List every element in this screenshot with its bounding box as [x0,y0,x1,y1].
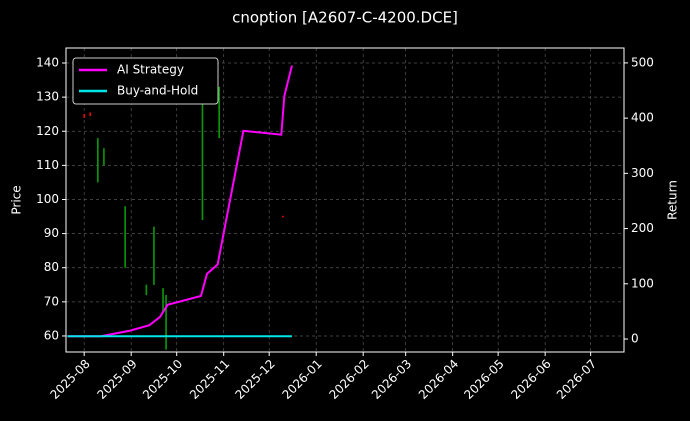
candle-body [282,215,284,218]
y-tick-label: 60 [44,328,59,342]
y2-tick-label: 300 [631,166,654,180]
candle-body [201,66,204,220]
candle-body [162,288,164,313]
candle-body [103,148,105,166]
y-tick-label: 140 [36,56,59,70]
plot-frame [65,47,625,353]
candle-body [153,226,155,285]
y-tick-label: 90 [44,226,59,240]
candle-body [218,86,220,139]
y2-axis-label: Return [666,180,680,220]
y2-tick-label: 400 [631,111,654,125]
y-tick-label: 80 [44,260,59,274]
y-axis-label: Price [10,185,24,214]
candle-body [97,138,99,183]
y-tick-label: 130 [36,90,59,104]
legend-label: AI Strategy [117,63,184,77]
candle-body [145,284,148,296]
chart-title: cnoption [A2607-C-4200.DCE] [232,9,458,27]
y-tick-label: 110 [36,158,59,172]
candle-body [124,206,126,268]
candle-body [83,114,85,118]
y2-tick-label: 0 [631,332,639,346]
y-tick-label: 70 [44,294,59,308]
y-tick-label: 120 [36,124,59,138]
y-tick-label: 100 [36,192,59,206]
y2-tick-label: 500 [631,55,654,69]
candle-body [89,112,92,116]
candle-body [165,295,167,350]
series-line [67,65,293,338]
legend-label: Buy-and-Hold [117,84,198,98]
legend-box [72,57,219,105]
y2-tick-label: 200 [631,221,654,235]
y2-tick-label: 100 [631,276,654,290]
